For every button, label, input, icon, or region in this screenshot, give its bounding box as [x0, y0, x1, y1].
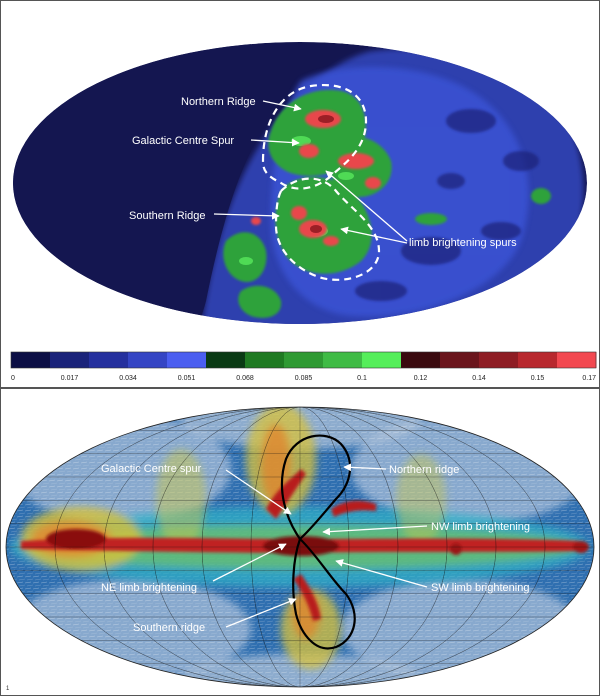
colorbar: 0 0.017 0.034 0.051 0.068 0.085 0.1 0.12 0.14 0.1… — [10, 351, 597, 382]
label-nw-limb: NW limb brightening — [431, 521, 530, 533]
label-northern-ridge-2: Northern ridge — [389, 464, 459, 476]
colorbar-cell — [479, 352, 519, 368]
colorbar-tick-label: 0.068 — [236, 375, 254, 382]
bottom-sky-map: Galactic Centre spur Northern ridge NW l… — [5, 406, 595, 688]
colorbar-ticks: 0 0.017 0.034 0.051 0.068 0.085 0.1 0.12 0.14 0.1… — [11, 375, 596, 382]
colorbar-cell — [284, 352, 324, 368]
colorbar-tick-label: 0.14 — [472, 375, 486, 382]
top-annotations: Northern Ridge Galactic Centre Spur Sout… — [129, 96, 517, 249]
colorbar-cell — [50, 352, 90, 368]
colorbar-cell — [206, 352, 246, 368]
colorbar-cell — [362, 352, 402, 368]
colorbar-cells — [11, 352, 597, 368]
colorbar-tick-label: 0.12 — [414, 375, 428, 382]
colorbar-cell — [128, 352, 168, 368]
label-galactic-centre-spur-2: Galactic Centre spur — [101, 463, 202, 475]
colorbar-cell — [440, 352, 480, 368]
colorbar-cell — [167, 352, 207, 368]
corner-mark: 1 — [6, 686, 10, 692]
colorbar-tick-label: 0 — [11, 375, 15, 382]
colorbar-tick-label: 0.034 — [119, 375, 137, 382]
colorbar-cell — [401, 352, 441, 368]
colorbar-cell — [323, 352, 363, 368]
top-bubble-outlines — [261, 83, 381, 281]
colorbar-tick-label: 0.051 — [178, 375, 196, 382]
graticule — [6, 407, 594, 687]
colorbar-tick-label: 0.085 — [295, 375, 313, 382]
label-galactic-centre-spur: Galactic Centre Spur — [132, 135, 234, 147]
label-ne-limb: NE limb brightening — [101, 582, 197, 594]
label-southern-ridge: Southern Ridge — [129, 210, 205, 222]
colorbar-tick-label: 0.1 — [357, 375, 367, 382]
bottom-panel: Galactic Centre spur Northern ridge NW l… — [0, 388, 600, 696]
colorbar-cell — [89, 352, 129, 368]
colorbar-tick-label: 0.15 — [531, 375, 545, 382]
colorbar-cell — [557, 352, 597, 368]
label-southern-ridge-2: Southern ridge — [133, 622, 205, 634]
label-northern-ridge: Northern Ridge — [181, 96, 256, 108]
colorbar-cell — [518, 352, 558, 368]
colorbar-tick-label: 0.017 — [61, 375, 79, 382]
colorbar-cell — [245, 352, 285, 368]
label-limb-brightening-spurs: limb brightening spurs — [409, 237, 517, 249]
top-sky-map: Northern Ridge Galactic Centre Spur Sout… — [10, 42, 597, 382]
bottom-bubble-outline — [280, 434, 356, 650]
top-panel: Northern Ridge Galactic Centre Spur Sout… — [0, 0, 600, 388]
label-sw-limb: SW limb brightening — [431, 582, 529, 594]
colorbar-cell — [11, 352, 51, 368]
colorbar-tick-label: 0.17 — [582, 375, 596, 382]
bottom-annotations: Galactic Centre spur Northern ridge NW l… — [101, 463, 530, 634]
